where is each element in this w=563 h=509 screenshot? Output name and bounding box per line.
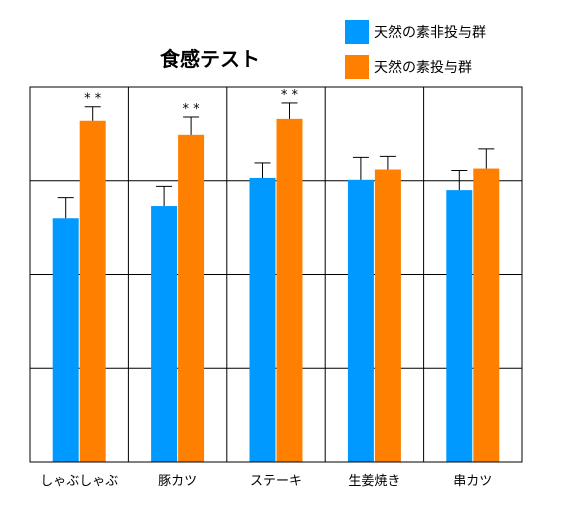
category-label-4: 生姜焼き xyxy=(348,474,400,489)
bars xyxy=(52,118,500,462)
legend-label-series-1: 天然の素非投与群 xyxy=(374,24,486,41)
bar-series-2-cat-3 xyxy=(276,118,303,462)
category-labels: しゃぶしゃぶ 豚カツ ステーキ 生姜焼き 串カツ xyxy=(40,474,492,489)
bar-series-1-cat-2 xyxy=(151,206,178,462)
significance-markers: * * * * * * xyxy=(84,88,298,117)
plot-border xyxy=(29,86,523,463)
error-bars xyxy=(57,102,495,219)
category-label-1: しゃぶしゃぶ xyxy=(40,474,118,489)
significance-marker-cat-3: * * xyxy=(281,88,299,103)
bar-series-1-cat-1 xyxy=(52,218,79,462)
bar-series-1-cat-5 xyxy=(446,190,473,462)
bar-series-2-cat-1 xyxy=(79,120,106,462)
significance-marker-cat-1: * * xyxy=(84,92,102,107)
bar-series-2-cat-4 xyxy=(374,169,401,462)
legend-label-series-2: 天然の素投与群 xyxy=(374,59,472,76)
category-label-2: 豚カツ xyxy=(158,474,197,489)
bar-series-1-cat-3 xyxy=(249,177,276,462)
grid xyxy=(30,87,522,462)
legend-swatch-series-2 xyxy=(345,55,369,79)
plot-frame xyxy=(29,86,523,463)
significance-marker-cat-2: * * xyxy=(183,102,201,117)
legend-swatch-series-1 xyxy=(345,20,369,44)
category-label-5: 串カツ xyxy=(453,474,492,489)
bar-series-2-cat-5 xyxy=(473,168,500,462)
bar-series-2-cat-2 xyxy=(178,134,205,462)
chart-title: 食感テスト xyxy=(160,47,260,71)
legend: 天然の素非投与群 天然の素投与群 xyxy=(345,20,486,79)
category-label-3: ステーキ xyxy=(250,474,302,489)
bar-series-1-cat-4 xyxy=(347,179,374,462)
